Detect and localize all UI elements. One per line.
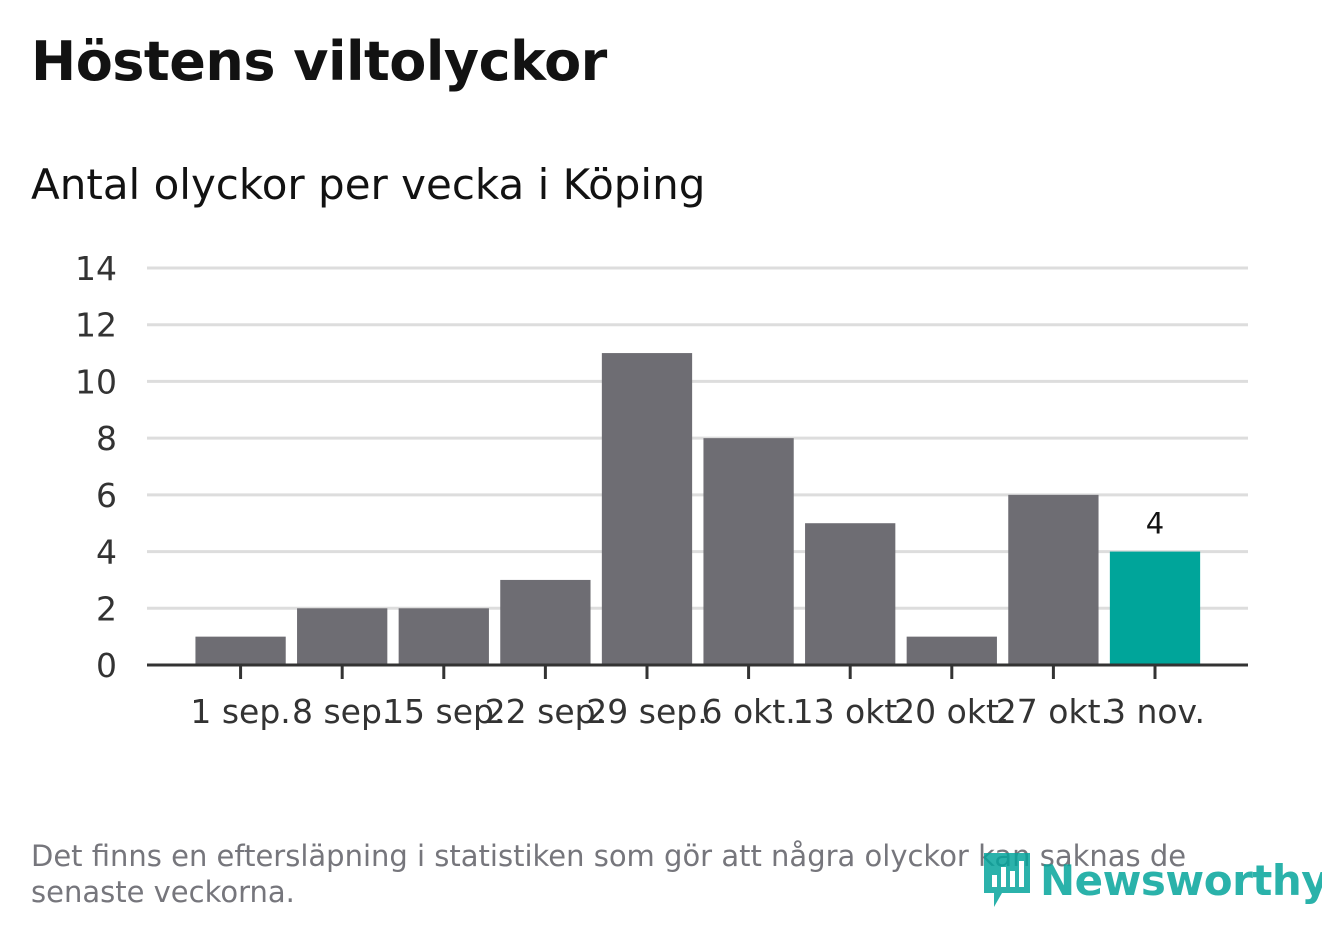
bar-1-sep (195, 636, 286, 665)
x-tick-label: 8 sep. (292, 692, 392, 731)
y-tick-label: 6 (96, 476, 117, 515)
y-axis-ticks: 0 2 4 6 8 10 12 14 (75, 249, 117, 685)
bar-15-sep (398, 608, 489, 665)
bar-chart-icon (984, 853, 1030, 907)
y-tick-label: 2 (96, 589, 117, 628)
y-tick-label: 8 (96, 419, 117, 458)
data-labels: 4 (1146, 507, 1164, 541)
data-label: 4 (1146, 507, 1164, 541)
chart-title: Höstens viltolyckor (31, 30, 607, 93)
bar-22-sep (500, 579, 591, 665)
bar-6-okt (703, 438, 794, 665)
bar-20-okt (906, 636, 997, 665)
y-tick-label: 0 (96, 646, 117, 685)
y-tick-label: 10 (75, 362, 117, 401)
y-tick-label: 14 (75, 249, 117, 288)
bars (195, 353, 1201, 665)
bar-29-sep (601, 353, 693, 665)
bar-3-nov (1109, 551, 1201, 665)
newsworthy-logo: Newsworthy (980, 848, 1322, 912)
x-tick-label: 6 okt. (701, 692, 795, 731)
x-tick-label: 27 okt. (996, 692, 1111, 731)
x-tick-label: 15 sep. (383, 692, 504, 731)
logo-text: Newsworthy (1040, 855, 1322, 905)
x-tick-label: 29 sep. (586, 692, 707, 731)
y-tick-label: 12 (75, 306, 117, 345)
bar-8-sep (297, 608, 388, 665)
bar-chart: 0 2 4 6 8 10 12 14 4 1 sep. 8 sep.15 sep.22 sep.… (75, 249, 1248, 731)
x-tick-label: 1 sep. (190, 692, 290, 731)
x-axis: 1 sep. 8 sep.15 sep.22 sep.29 sep.6 okt.1… (147, 663, 1248, 731)
x-tick-label: 3 nov. (1105, 692, 1205, 731)
chart-subtitle: Antal olyckor per vecka i Köping (31, 160, 706, 209)
x-tick-label: 13 okt. (793, 692, 908, 731)
y-tick-label: 4 (96, 533, 117, 572)
bar-27-okt (1008, 494, 1099, 665)
x-tick-label: 22 sep. (485, 692, 606, 731)
bar-13-okt (805, 523, 896, 665)
x-tick-label: 20 okt. (894, 692, 1009, 731)
